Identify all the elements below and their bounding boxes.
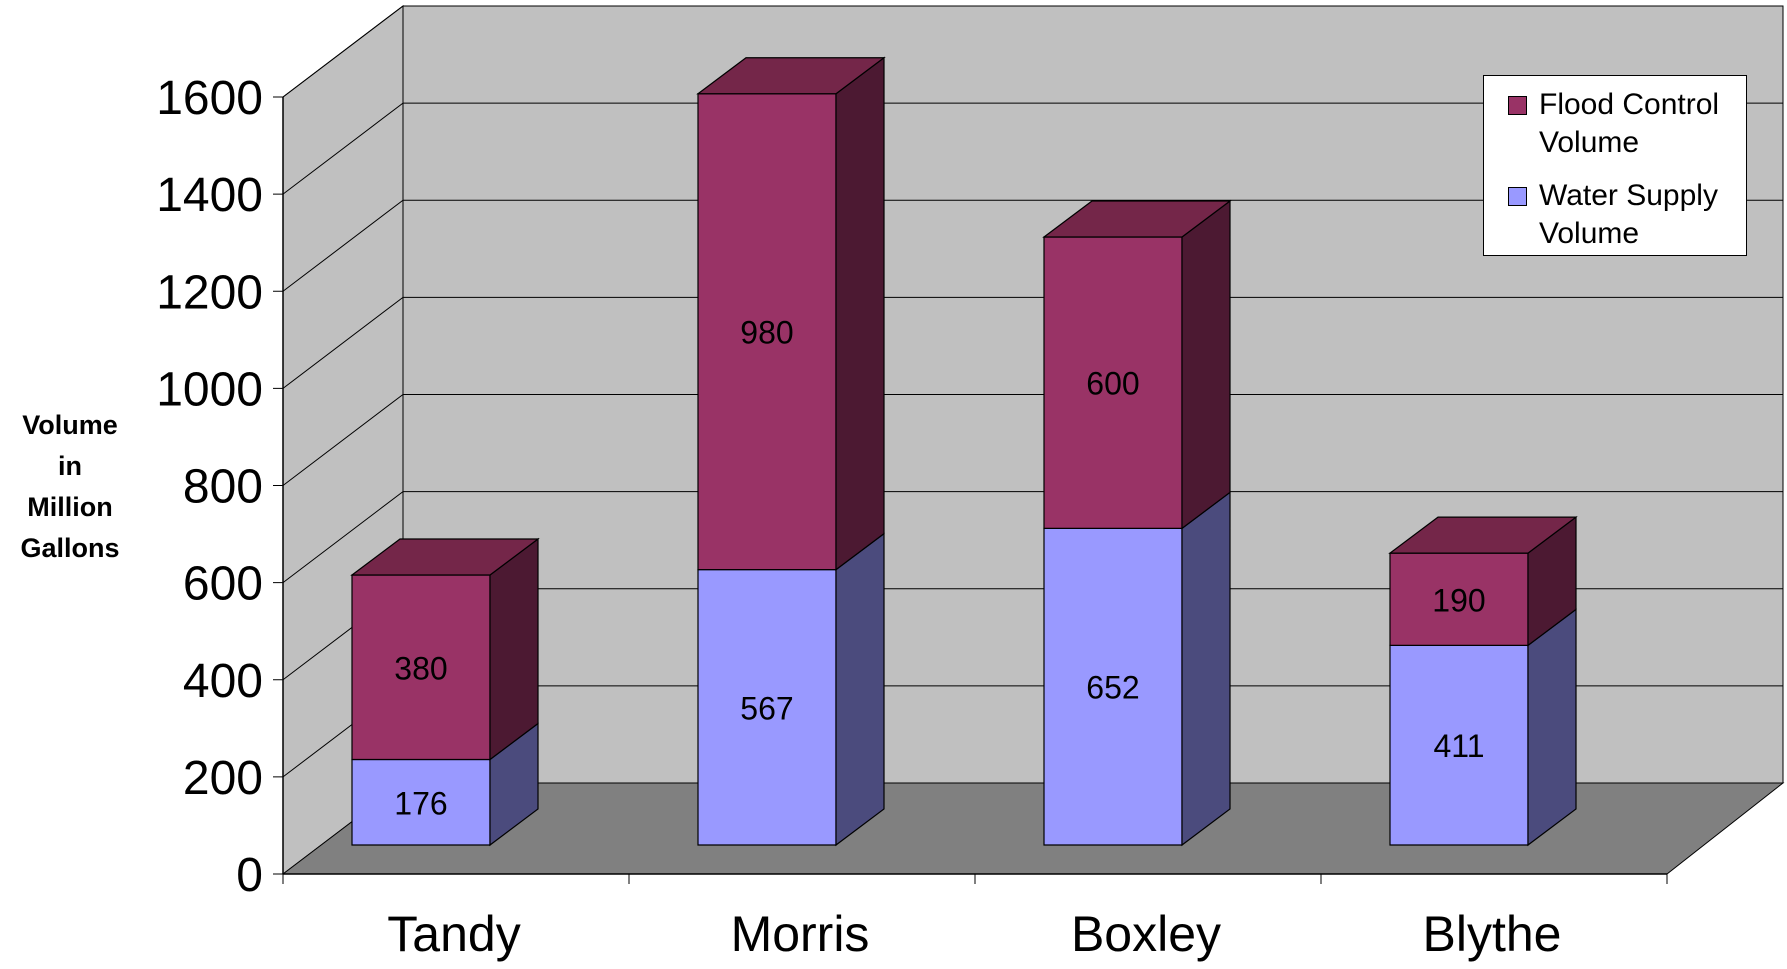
y-axis-title-line: Volume [22, 410, 118, 440]
data-label: 411 [1433, 728, 1484, 764]
data-label: 380 [394, 650, 447, 686]
bar-side [835, 56, 885, 571]
x-tick-label: Boxley [1071, 906, 1221, 962]
bar-top [1042, 200, 1232, 238]
gridline [282, 296, 1783, 389]
gridline [282, 102, 1783, 195]
x-tick-label: Morris [731, 906, 870, 962]
legend-label-line: Volume [1539, 217, 1640, 250]
data-label: 567 [740, 690, 793, 726]
y-tick-label: 1000 [156, 363, 263, 416]
gridline [282, 199, 1783, 292]
bar-top [696, 57, 886, 95]
legend-swatch-flood-control [1508, 96, 1527, 115]
legend: Flood Control Volume Water Supply Volume [1483, 75, 1747, 256]
legend-label-line: Volume [1539, 126, 1640, 159]
data-label: 652 [1086, 670, 1139, 706]
legend-item-flood-control: Flood Control Volume [1508, 86, 1719, 162]
bar-side [835, 532, 885, 847]
y-axis-title-line: Gallons [20, 533, 120, 563]
y-tick-label: 800 [183, 461, 263, 514]
bars [350, 56, 1578, 847]
data-label: 980 [740, 315, 793, 351]
bar-top [1388, 516, 1578, 554]
y-tick-label: 400 [183, 655, 263, 708]
data-label: 600 [1086, 366, 1139, 402]
legend-item-water-supply: Water Supply Volume [1508, 177, 1718, 253]
bar-side [1527, 608, 1577, 847]
data-label: 190 [1432, 582, 1485, 618]
y-axis-title-line: in [58, 451, 82, 481]
x-tick-label: Tandy [387, 906, 520, 962]
y-axis-title: Volume in Million Gallons [0, 405, 140, 569]
legend-label: Flood Control Volume [1539, 86, 1719, 162]
gridline [282, 491, 1783, 584]
y-tick-label: 600 [183, 558, 263, 611]
y-axis-title-line: Million [27, 492, 113, 522]
gridline [282, 394, 1783, 486]
bar-top [350, 538, 540, 576]
bar-side [1181, 491, 1231, 847]
y-tick-label: 200 [183, 752, 263, 805]
labels: 0 200 400 600 800 1000 1200 1400 1600 176 380 Tandy… [156, 72, 1561, 962]
legend-label-line: Flood Control [1539, 88, 1720, 121]
y-tick-label: 1400 [156, 169, 263, 222]
x-tick-label: Blythe [1423, 906, 1562, 962]
legend-label-line: Water Supply [1539, 179, 1718, 212]
y-tick-label: 1200 [156, 266, 263, 319]
legend-swatch-water-supply [1508, 187, 1527, 206]
gridline [282, 5, 1783, 98]
bar-side [489, 537, 539, 761]
data-label: 176 [394, 785, 447, 821]
legend-label: Water Supply Volume [1539, 177, 1718, 253]
y-tick-label: 0 [236, 849, 263, 902]
y-tick-label: 1600 [156, 72, 263, 125]
axes [273, 96, 1668, 884]
bar-side [1181, 199, 1231, 530]
